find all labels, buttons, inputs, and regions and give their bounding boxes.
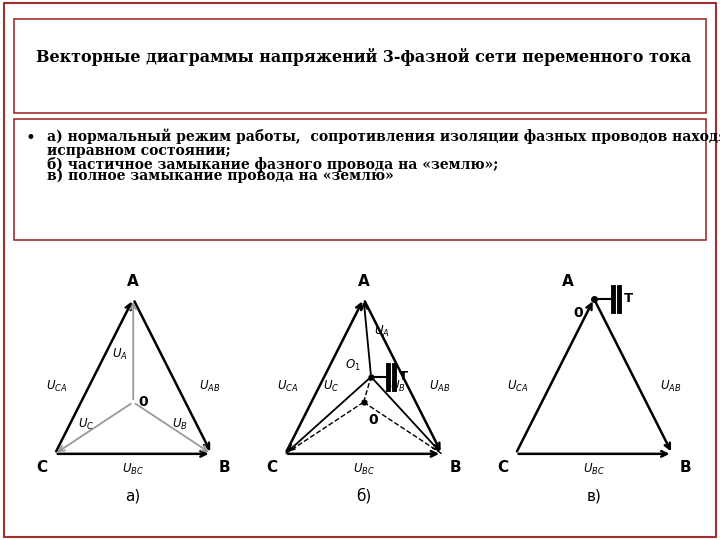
Text: $U_{AB}$: $U_{AB}$ [429, 379, 451, 394]
Text: $U_A$: $U_A$ [374, 323, 390, 339]
Text: T: T [624, 292, 633, 306]
Text: A: A [562, 274, 574, 289]
Text: 0: 0 [138, 395, 148, 409]
Text: 0: 0 [368, 414, 378, 428]
Text: б): б) [356, 488, 372, 504]
Text: а): а) [125, 489, 141, 504]
Text: C: C [266, 461, 278, 475]
Text: $U_{AB}$: $U_{AB}$ [660, 379, 681, 394]
Text: б) частичное замыкание фазного провода на «землю»;: б) частичное замыкание фазного провода н… [47, 157, 498, 172]
Text: C: C [497, 461, 508, 475]
Text: $U_A$: $U_A$ [112, 347, 127, 362]
Text: $U_{CA}$: $U_{CA}$ [507, 379, 528, 394]
Text: в): в) [587, 489, 601, 504]
Text: 0: 0 [573, 306, 582, 320]
Text: C: C [36, 461, 48, 475]
Text: $U_B$: $U_B$ [390, 379, 405, 394]
Text: B: B [449, 461, 461, 475]
Text: •: • [25, 129, 35, 146]
Text: $U_C$: $U_C$ [78, 416, 94, 431]
Text: $U_{CA}$: $U_{CA}$ [276, 379, 298, 394]
Text: B: B [680, 461, 691, 475]
Text: A: A [358, 274, 369, 289]
Text: A: A [127, 274, 139, 289]
Text: $U_C$: $U_C$ [323, 379, 340, 394]
Text: $U_B$: $U_B$ [172, 416, 188, 431]
Text: исправном состоянии;: исправном состоянии; [47, 144, 230, 158]
Text: $U_{BC}$: $U_{BC}$ [353, 462, 374, 477]
Text: T: T [399, 370, 408, 383]
Text: $O_1$: $O_1$ [345, 358, 361, 373]
Text: Векторные диаграммы напряжений 3-фазной сети переменного тока: Векторные диаграммы напряжений 3-фазной … [36, 48, 691, 66]
Text: $U_{BC}$: $U_{BC}$ [583, 462, 605, 477]
Text: в) полное замыкание провода на «землю»: в) полное замыкание провода на «землю» [47, 169, 394, 184]
Text: B: B [219, 461, 230, 475]
Text: $U_{BC}$: $U_{BC}$ [122, 462, 144, 477]
Text: $U_{CA}$: $U_{CA}$ [46, 379, 68, 394]
Text: а) нормальный режим работы,  сопротивления изоляции фазных проводов находятся в: а) нормальный режим работы, сопротивлени… [47, 129, 720, 144]
Text: $U_{AB}$: $U_{AB}$ [199, 379, 220, 394]
